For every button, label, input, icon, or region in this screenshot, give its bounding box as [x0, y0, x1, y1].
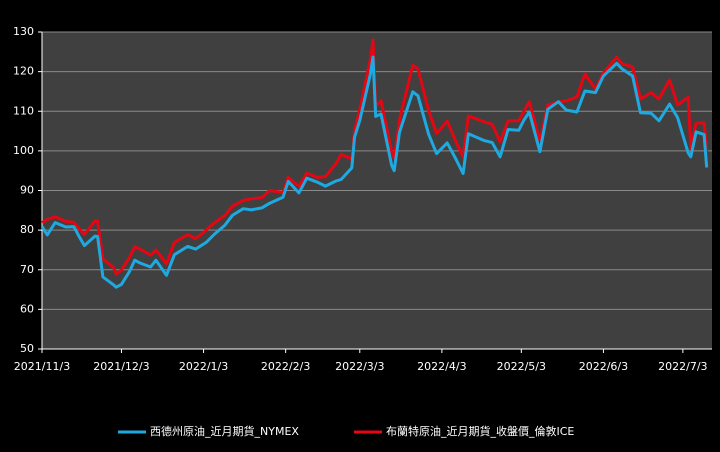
- x-tick-label: 2021/12/3: [93, 360, 149, 373]
- y-tick-label: 70: [20, 263, 34, 276]
- y-tick-label: 110: [13, 104, 34, 117]
- legend-label: 西德州原油_近月期貨_NYMEX: [150, 424, 299, 438]
- x-tick-label: 2021/11/3: [14, 360, 70, 373]
- y-tick-label: 100: [13, 144, 34, 157]
- x-tick-label: 2022/7/3: [658, 360, 707, 373]
- y-tick-label: 90: [20, 184, 34, 197]
- y-tick-label: 50: [20, 342, 34, 355]
- legend-label: 布蘭特原油_近月期貨_收盤價_倫敦ICE: [386, 424, 574, 438]
- x-tick-label: 2022/1/3: [179, 360, 228, 373]
- y-tick-label: 120: [13, 65, 34, 78]
- y-tick-label: 60: [20, 302, 34, 315]
- y-tick-label: 80: [20, 223, 34, 236]
- x-tick-label: 2022/3/3: [335, 360, 384, 373]
- series-line: [40, 55, 709, 289]
- y-tick-label: 130: [13, 25, 34, 38]
- x-tick-label: 2022/2/3: [261, 360, 310, 373]
- x-tick-label: 2022/5/3: [497, 360, 546, 373]
- x-tick-label: 2022/4/3: [417, 360, 466, 373]
- x-tick-label: 2022/6/3: [579, 360, 628, 373]
